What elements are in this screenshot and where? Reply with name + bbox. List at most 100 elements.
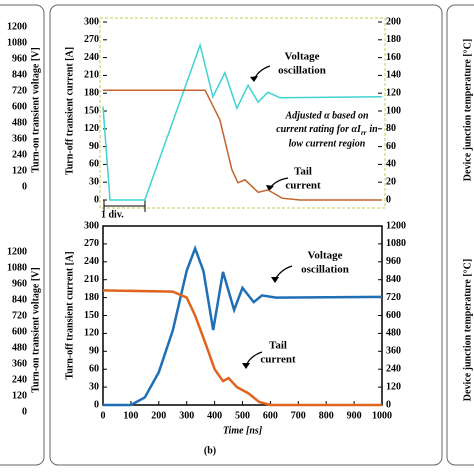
right-panel-border (446, 4, 474, 466)
y2-tick-label: 200 (386, 16, 401, 27)
annotation: Voltage (284, 51, 319, 63)
y-tick-label: 270 (84, 34, 99, 45)
x-tick-label: 800 (319, 410, 334, 421)
y-tick-label: 30 (89, 381, 99, 392)
arrow-head (242, 363, 250, 369)
y-tick-label: 210 (84, 274, 99, 285)
x-tick-label: 1000 (372, 410, 392, 421)
y2-tick-label: 20 (386, 176, 396, 187)
y-tick-label: 150 (84, 310, 99, 321)
y-tick-label: 60 (89, 159, 99, 170)
annotation: oscillation (301, 264, 349, 276)
side-tick-label: 0 (22, 181, 27, 192)
side-tick-label: 600 (12, 101, 27, 112)
y-tick-label: 120 (84, 123, 99, 134)
series-line (103, 244, 383, 407)
x-tick-label: 400 (207, 410, 222, 421)
side-tick-label: 720 (12, 85, 27, 96)
y2-tick-label: 360 (386, 346, 401, 357)
y2-tick-label: 720 (386, 292, 401, 303)
y2-tick-label: 1080 (386, 238, 406, 249)
scope-border (99, 17, 386, 209)
side-tick-label: 1080 (7, 37, 27, 48)
y2-tick-label: 600 (386, 310, 401, 321)
y2-tick-label: 120 (386, 87, 401, 98)
y-tick-label: 120 (84, 328, 99, 339)
annotation: current rating for αI (276, 124, 362, 135)
y-tick-label: 180 (84, 87, 99, 98)
center-panel-border (49, 4, 443, 466)
side-tick-label: 480 (12, 117, 27, 128)
annotation: low current region (289, 138, 366, 149)
y-tick-label: 30 (89, 176, 99, 187)
side-axis-label: Turn-on transient voltage [V] (30, 267, 41, 392)
y2-tick-label: 840 (386, 274, 401, 285)
annotation: rr (361, 129, 367, 137)
arrow-head (250, 76, 258, 82)
arrow-head (271, 277, 279, 283)
y2-tick-label: 180 (386, 34, 401, 45)
y-tick-label: 300 (84, 220, 99, 231)
side-tick-label: 240 (12, 374, 27, 385)
annotation: current rating for αIrr in (276, 124, 378, 136)
y-tick-label: 180 (84, 292, 99, 303)
annotation: Tail (269, 340, 287, 352)
x-tick-label: 900 (347, 410, 362, 421)
y2-tick-label: 960 (386, 256, 401, 267)
side-tick-label: 120 (12, 390, 27, 401)
y2-tick-label: 140 (386, 70, 401, 81)
side-tick-label: 360 (12, 133, 27, 144)
y2-tick-label: 0 (386, 194, 391, 205)
annotation: current (285, 180, 321, 192)
left-panel-border (0, 4, 45, 466)
arrow-head (266, 185, 274, 191)
y-tick-label: 0 (94, 399, 99, 410)
right-panel-label: Device junction temperature [°C] (462, 39, 473, 181)
y2-tick-label: 100 (386, 105, 401, 116)
x-tick-label: 600 (263, 410, 278, 421)
side-axis-label: Turn-on transient voltage [V] (30, 47, 41, 172)
figure-label: (b) (204, 445, 216, 456)
x-tick-label: 300 (179, 410, 194, 421)
annotation: Tail (294, 166, 312, 178)
y-tick-label: 60 (89, 363, 99, 374)
y-tick-label: 90 (89, 346, 99, 357)
side-tick-label: 1200 (7, 21, 27, 32)
y-tick-label: 90 (89, 141, 99, 152)
y2-tick-label: 240 (386, 363, 401, 374)
x-axis-label: Time [ns] (223, 425, 263, 436)
x-tick-label: 500 (235, 410, 250, 421)
y2-tick-label: 480 (386, 328, 401, 339)
annotation: 1 div. (101, 209, 124, 220)
annotation: Voltage (307, 250, 342, 262)
y-tick-label: 210 (84, 70, 99, 81)
series-line (102, 42, 383, 201)
side-tick-label: 120 (12, 165, 27, 176)
series-line (103, 89, 382, 201)
x-tick-label: 200 (151, 410, 166, 421)
annotation: oscillation (278, 65, 326, 77)
side-tick-label: 1200 (7, 246, 27, 257)
side-tick-label: 480 (12, 342, 27, 353)
y-tick-label: 150 (84, 105, 99, 116)
right-panel-label: Device junction temperature [°C] (462, 259, 473, 401)
y2-tick-label: 0 (386, 399, 391, 410)
y-tick-label: 270 (84, 238, 99, 249)
y2-tick-label: 120 (386, 381, 401, 392)
y2-tick-label: 160 (386, 52, 401, 63)
y-axis-label: Turn-off transient current [A] (64, 47, 75, 175)
series-line (102, 289, 382, 407)
y2-tick-label: 60 (386, 141, 396, 152)
y2-tick-label: 40 (386, 159, 396, 170)
y-axis-label: Turn-off transient current [A] (64, 251, 75, 379)
annotation: Adjusted α based on (284, 110, 368, 121)
x-tick-label: 0 (101, 410, 106, 421)
side-tick-label: 600 (12, 326, 27, 337)
side-tick-label: 840 (12, 294, 27, 305)
annotation: current (260, 354, 296, 366)
side-tick-label: 720 (12, 310, 27, 321)
y-tick-label: 240 (84, 256, 99, 267)
side-tick-label: 960 (12, 278, 27, 289)
side-tick-label: 1080 (7, 262, 27, 273)
